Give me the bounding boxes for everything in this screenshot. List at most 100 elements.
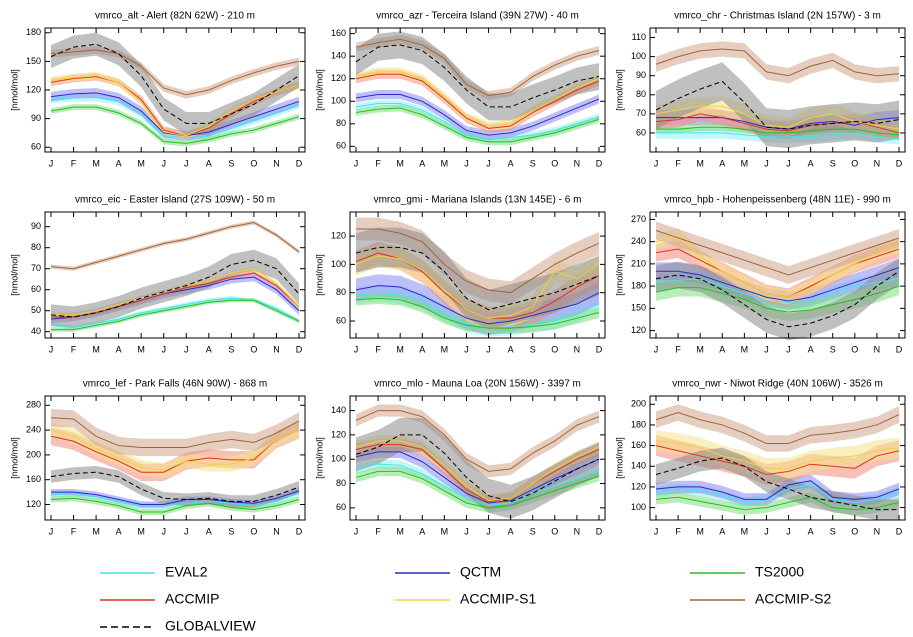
x-tick-label: N: [574, 526, 581, 536]
series-line: [655, 235, 900, 298]
y-tick-label: 90: [31, 221, 41, 231]
y-tick-label: 160: [26, 474, 41, 484]
series-line: [355, 94, 600, 136]
series-line: [50, 497, 300, 513]
uncertainty-band: [656, 435, 899, 485]
y-tick-label: 100: [331, 259, 346, 269]
series-line: [50, 221, 300, 270]
x-tick-label: M: [137, 158, 145, 168]
y-tick-label: 50: [31, 305, 41, 315]
uncertainty-band: [356, 404, 599, 478]
x-tick-label: S: [228, 526, 234, 536]
y-tick-label: 80: [336, 287, 346, 297]
x-tick-label: S: [830, 526, 836, 536]
series-line: [50, 471, 300, 502]
x-tick-label: J: [184, 344, 189, 354]
x-tick-label: S: [830, 344, 836, 354]
y-axis-label: [nmol/mol]: [614, 437, 624, 479]
x-tick-label: A: [508, 158, 514, 168]
y-tick-label: 90: [31, 113, 41, 123]
y-tick-label: 100: [631, 502, 646, 512]
x-tick-label: J: [764, 158, 769, 168]
y-tick-label: 60: [636, 127, 646, 137]
x-tick-label: N: [273, 344, 280, 354]
y-axis-label: [nmol/mol]: [9, 254, 19, 296]
x-tick-label: M: [741, 158, 749, 168]
legend-label: QCTM: [460, 564, 501, 580]
series-line: [655, 412, 900, 445]
series-line: [355, 292, 600, 329]
x-tick-label: M: [741, 344, 749, 354]
x-tick-label: J: [49, 344, 54, 354]
y-tick-label: 80: [336, 118, 346, 128]
series-line: [51, 299, 300, 331]
uncertainty-band: [51, 104, 299, 147]
y-axis-label: [nmol/mol]: [314, 69, 324, 111]
x-tick-label: F: [71, 526, 77, 536]
x-tick-label: A: [419, 344, 425, 354]
series-line: [655, 270, 900, 328]
x-tick-label: J: [464, 158, 469, 168]
uncertainty-band: [656, 447, 899, 520]
series-line: [355, 444, 600, 503]
y-tick-label: 60: [31, 284, 41, 294]
x-tick-label: D: [896, 158, 903, 168]
x-tick-label: J: [764, 344, 769, 354]
x-tick-label: M: [92, 344, 100, 354]
x-tick-label: J: [486, 344, 491, 354]
series-line: [356, 228, 600, 294]
uncertainty-band: [51, 220, 299, 271]
x-tick-label: M: [92, 158, 100, 168]
x-tick-label: N: [574, 158, 581, 168]
x-tick-label: A: [808, 344, 814, 354]
legend-label: TS2000: [755, 564, 804, 580]
y-tick-label: 100: [331, 96, 346, 106]
x-tick-label: A: [206, 158, 212, 168]
x-tick-label: O: [551, 344, 558, 354]
x-tick-label: J: [161, 158, 166, 168]
x-tick-label: J: [486, 526, 491, 536]
panel-title: vmrco_gmi - Mariana Islands (13N 145E) -…: [374, 195, 582, 206]
y-tick-label: 120: [26, 84, 41, 94]
series-line: [50, 97, 300, 139]
x-tick-label: F: [375, 158, 381, 168]
x-tick-label: M: [137, 526, 145, 536]
x-tick-label: F: [675, 526, 681, 536]
series-line: [355, 451, 600, 504]
x-tick-label: S: [830, 158, 836, 168]
y-axis-label: [nmol/mol]: [314, 254, 324, 296]
x-tick-label: O: [551, 158, 558, 168]
series-line: [655, 439, 900, 469]
uncertainty-band: [51, 466, 299, 508]
uncertainty-band: [356, 417, 599, 519]
x-tick-label: M: [92, 526, 100, 536]
x-tick-label: S: [530, 344, 536, 354]
series-line: [355, 470, 600, 509]
x-tick-label: J: [654, 344, 659, 354]
series-line: [355, 103, 600, 141]
uncertainty-band: [356, 227, 599, 330]
uncertainty-band: [356, 445, 599, 510]
y-tick-label: 240: [26, 424, 41, 434]
plot-frame: [649, 395, 906, 521]
x-tick-label: D: [296, 526, 303, 536]
x-tick-label: O: [851, 158, 858, 168]
series-line: [50, 429, 300, 471]
x-tick-label: J: [654, 526, 659, 536]
x-tick-label: N: [273, 158, 280, 168]
y-tick-label: 120: [631, 325, 646, 335]
series-line: [655, 457, 899, 511]
y-tick-label: 120: [331, 73, 346, 83]
x-tick-label: D: [896, 344, 903, 354]
panel-title: vmrco_mlo - Mauna Loa (20N 156W) - 3397 …: [374, 379, 581, 390]
y-tick-label: 160: [331, 28, 346, 38]
x-tick-label: F: [375, 526, 381, 536]
uncertainty-band: [51, 298, 299, 332]
uncertainty-band: [51, 495, 299, 516]
plot-frame: [349, 395, 606, 521]
uncertainty-band: [51, 409, 299, 457]
series-line: [355, 246, 600, 311]
series-line: [50, 43, 300, 124]
y-tick-label: 70: [31, 263, 41, 273]
